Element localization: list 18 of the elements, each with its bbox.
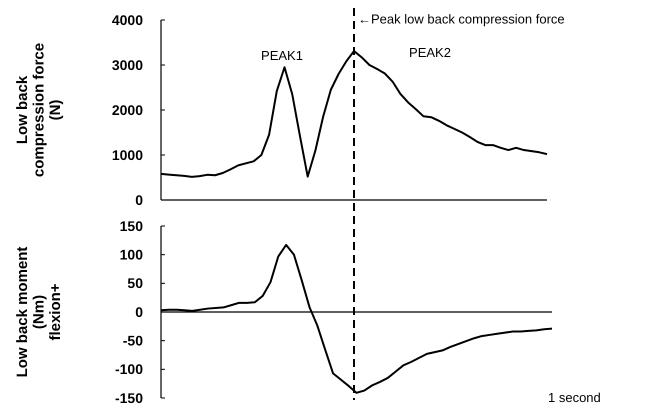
annotation: 1 second	[548, 390, 601, 405]
y-tick-label: 50	[127, 275, 144, 292]
y-tick-label: 0	[135, 304, 144, 320]
y-tick-label: 3000	[112, 56, 144, 73]
y-tick-label: 150	[120, 218, 144, 234]
y-tick-label: 1000	[112, 146, 144, 163]
y-tick-label: -150	[114, 390, 144, 406]
y-tick-label: 0	[135, 192, 144, 208]
y-axis-title: Low back moment (Nm) flexion+	[14, 246, 64, 378]
y-tick-label: 4000	[112, 12, 144, 28]
y-tick-label: 2000	[112, 102, 144, 118]
annotation: PEAK2	[409, 45, 451, 60]
annotation: PEAK1	[261, 48, 303, 63]
y-tick-label: 100	[120, 246, 144, 263]
y-tick-label: -50	[122, 332, 144, 349]
y-axis-title: Low back compression force (N)	[14, 42, 64, 178]
y-tick-label: -100	[114, 361, 144, 378]
text: ←Peak low back compression force	[358, 12, 565, 27]
